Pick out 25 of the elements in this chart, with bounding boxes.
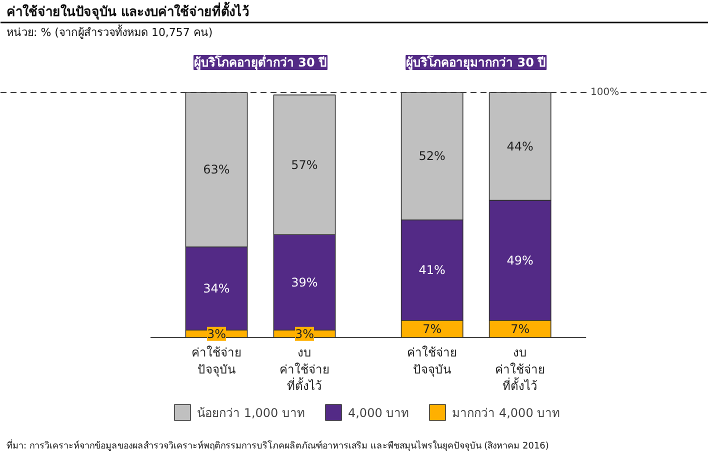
x-tick-label: งบ ค่าใช้จ่าย ที่ตั้งไว้	[280, 346, 330, 394]
data-label: 63%	[203, 162, 230, 177]
legend-label: น้อยกว่า 1,000 บาท	[197, 404, 305, 422]
chart-subtitle: หน่วย: % (จากผู้สำรวจทั้งหมด 10,757 คน)	[6, 24, 213, 39]
data-label: 57%	[291, 158, 318, 172]
data-label: 44%	[506, 139, 534, 154]
legend-label: มากกว่า 4,000 บาท	[452, 404, 560, 422]
x-tick-label: ค่าใช้จ่าย ปัจจุบัน	[407, 346, 458, 378]
data-label: 3%	[206, 326, 226, 341]
data-label: 7%	[422, 322, 442, 336]
ref-line-label: 100%	[590, 87, 620, 98]
data-label: 7%	[510, 322, 530, 336]
data-label: 34%	[203, 282, 230, 296]
x-tick-label: งบ ค่าใช้จ่าย ที่ตั้งไว้	[495, 346, 546, 394]
data-label: 41%	[418, 263, 446, 278]
text: ผู้บริโภคอายุต่ำกว่า 30 ปี	[194, 54, 328, 70]
x-tick-label: ค่าใช้จ่าย ปัจจุบัน	[192, 346, 242, 378]
data-label: 39%	[291, 275, 318, 290]
data-label: 3%	[294, 326, 314, 341]
data-label: 52%	[418, 149, 446, 164]
data-label: 49%	[506, 253, 534, 268]
legend-label: 4,000 บาท	[348, 404, 410, 422]
text: ผู้บริโภคอายุมากกว่า 30 ปี	[406, 54, 546, 70]
text: ที่มา: การวิเคราะห์จากข้อมูลของผลสำรวจวิเคราะห์พฤติกรรมการบริโภคผลิตภัณฑ์อาหารเสริม และพืชสมุนไพรในยุคปัจจุบัน (สิงหาคม 2016)	[6, 438, 549, 452]
chart-title: ค่าใช้จ่ายในปัจจุบัน และงบค่าใช้จ่ายที่ตั้งไว้	[6, 1, 250, 20]
